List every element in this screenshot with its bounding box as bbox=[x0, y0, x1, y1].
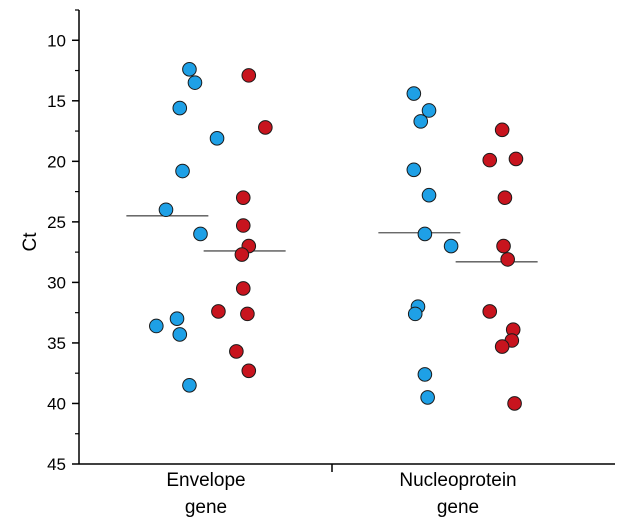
category-labels: Envelope gene Nucleoprotein gene bbox=[166, 470, 516, 518]
y-tick-label: 40 bbox=[47, 394, 66, 413]
red-data-point bbox=[258, 120, 273, 135]
y-axis-title: Ct bbox=[20, 232, 41, 252]
blue-data-point bbox=[443, 238, 459, 254]
blue-data-point bbox=[406, 86, 422, 101]
red-data-point bbox=[235, 281, 251, 296]
blue-data-point bbox=[187, 75, 203, 90]
y-tick-label: 30 bbox=[47, 273, 66, 292]
blue-data-point bbox=[417, 226, 433, 242]
y-tick-label: 35 bbox=[47, 334, 66, 353]
blue-data-point bbox=[420, 390, 435, 405]
blue-data-point bbox=[158, 202, 174, 218]
blue-data-point bbox=[175, 163, 190, 179]
blue-data-point bbox=[209, 131, 225, 146]
red-data-point bbox=[507, 396, 522, 411]
blue-data-point bbox=[169, 311, 185, 327]
blue-data-point bbox=[149, 318, 164, 334]
red-data-point bbox=[508, 151, 524, 167]
blue-data-point bbox=[413, 114, 429, 129]
red-data-point bbox=[497, 190, 513, 205]
red-data-point bbox=[235, 218, 251, 233]
red-data-point bbox=[494, 339, 510, 354]
median-lines bbox=[126, 215, 538, 263]
red-data-point bbox=[494, 122, 510, 138]
red-data-point bbox=[482, 152, 498, 168]
red-data-point bbox=[240, 306, 255, 322]
category-label: gene bbox=[185, 497, 227, 518]
category-label: gene bbox=[437, 497, 479, 518]
blue-data-point bbox=[421, 187, 437, 203]
blue-data-point bbox=[406, 162, 422, 178]
red-data-point bbox=[500, 252, 515, 267]
red-data-point bbox=[241, 363, 257, 379]
red-data-point bbox=[234, 247, 250, 262]
blue-data-point bbox=[417, 367, 433, 382]
category-label: Envelope bbox=[166, 470, 245, 491]
red-data-point bbox=[229, 344, 244, 359]
red-data-point bbox=[241, 68, 257, 83]
y-tick-label: 10 bbox=[47, 31, 66, 50]
data-points bbox=[149, 62, 524, 411]
y-tick-label: 20 bbox=[47, 152, 66, 171]
blue-data-point bbox=[182, 62, 197, 77]
red-data-point bbox=[235, 190, 251, 205]
blue-data-point bbox=[172, 327, 188, 342]
y-tick-label: 45 bbox=[47, 455, 66, 474]
y-tick-labels: 10 15 20 25 30 35 40 45 bbox=[47, 31, 66, 474]
category-label: Nucleoprotein bbox=[399, 470, 516, 491]
blue-data-point bbox=[182, 378, 197, 393]
red-data-point bbox=[211, 304, 226, 319]
blue-data-point bbox=[421, 103, 437, 118]
blue-data-point bbox=[407, 306, 423, 322]
y-ticks bbox=[72, 9, 79, 465]
blue-data-point bbox=[193, 226, 208, 242]
red-data-point bbox=[496, 238, 511, 254]
y-tick-label: 15 bbox=[47, 92, 66, 111]
axes: 10 15 20 25 30 35 40 45 bbox=[47, 9, 615, 474]
red-data-point bbox=[482, 304, 498, 319]
y-tick-label: 25 bbox=[47, 213, 66, 232]
blue-data-point bbox=[172, 100, 188, 116]
